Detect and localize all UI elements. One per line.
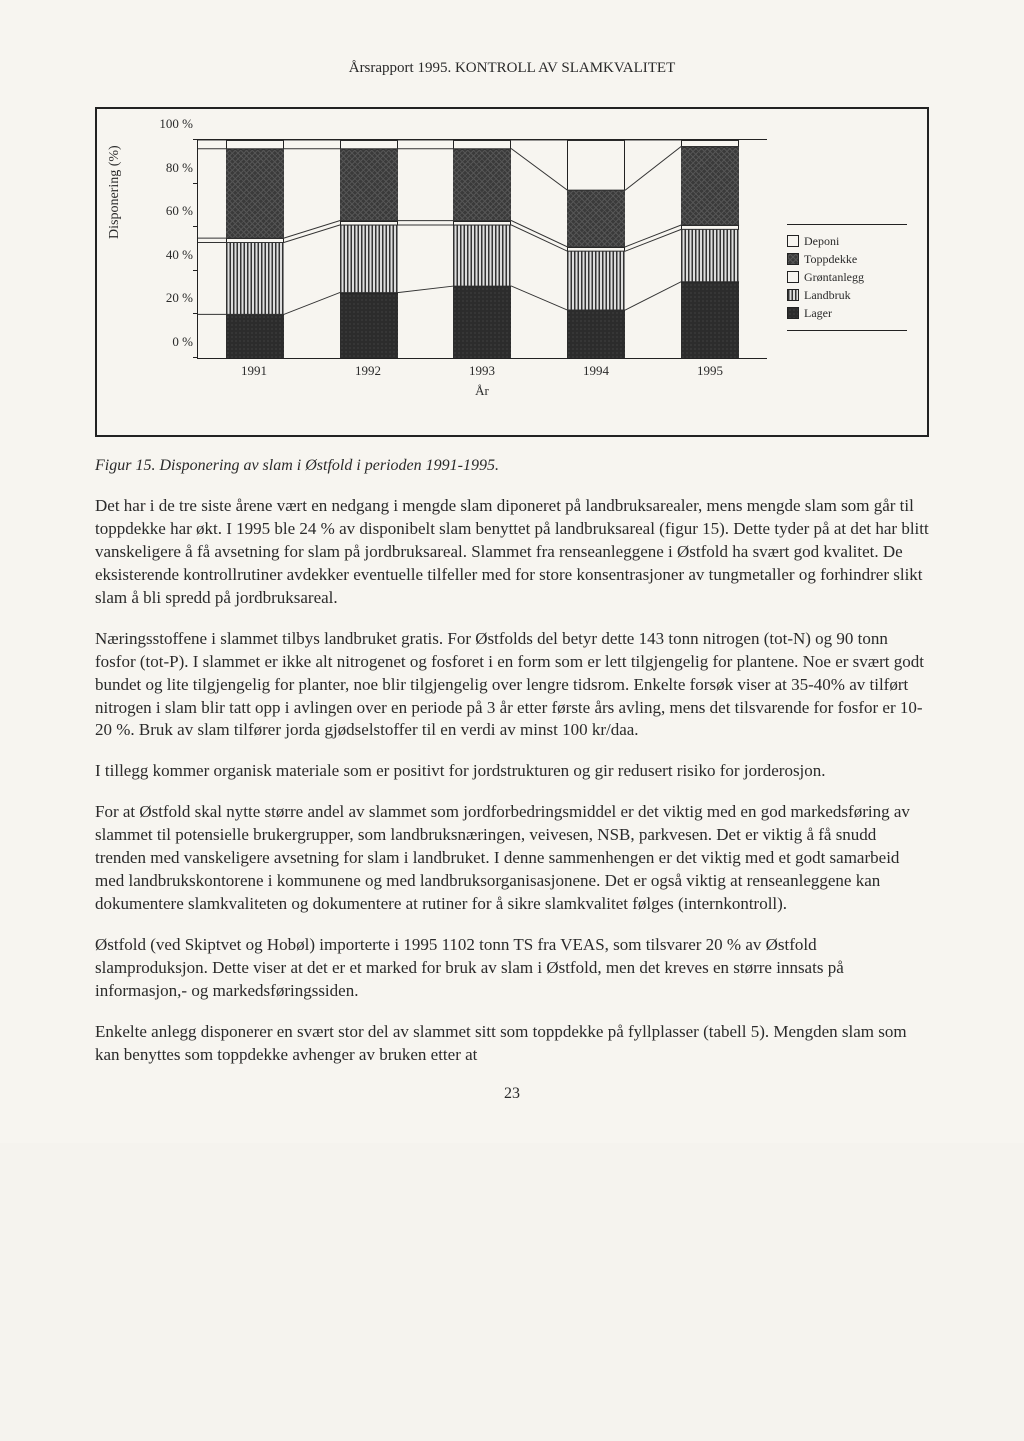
y-tick-mark xyxy=(193,313,198,314)
y-tick-label: 80 % xyxy=(148,160,193,176)
body-text: Det har i de tre siste årene vært en ned… xyxy=(95,495,929,1067)
legend-item-grøntanlegg: Grøntanlegg xyxy=(787,270,907,285)
y-tick-mark xyxy=(193,139,198,140)
bar-seg-toppdekke xyxy=(567,190,625,247)
legend-item-deponi: Deponi xyxy=(787,234,907,249)
legend-item-toppdekke: Toppdekke xyxy=(787,252,907,267)
bar-seg-deponi xyxy=(226,140,284,149)
legend-swatch-icon xyxy=(787,271,799,283)
x-axis-labels: 1991 1992 1993 1994 1995 xyxy=(197,363,767,379)
x-tick-label: 1995 xyxy=(697,363,723,379)
x-tick-label: 1993 xyxy=(469,363,495,379)
bar-seg-landbruk xyxy=(226,242,284,314)
legend-swatch-icon xyxy=(787,307,799,319)
bar-seg-toppdekke xyxy=(453,149,511,221)
legend-label: Grøntanlegg xyxy=(804,270,864,285)
legend-item-landbruk: Landbruk xyxy=(787,288,907,303)
legend-label: Toppdekke xyxy=(804,252,857,267)
bar-seg-deponi xyxy=(453,140,511,149)
y-tick-label: 60 % xyxy=(148,203,193,219)
chart-container: Disponering (%) 0 %20 %40 %60 %80 %100 %… xyxy=(95,107,929,437)
y-tick-mark xyxy=(193,183,198,184)
bar-seg-landbruk xyxy=(567,251,625,310)
bar-seg-toppdekke xyxy=(226,149,284,238)
chart-legend: Deponi Toppdekke Grøntanlegg Landbruk Lager xyxy=(787,224,907,331)
bar-seg-toppdekke xyxy=(340,149,398,221)
y-axis-label: Disponering (%) xyxy=(107,145,123,239)
bar-seg-landbruk xyxy=(340,225,398,293)
legend-swatch-icon xyxy=(787,289,799,301)
bar-seg-deponi xyxy=(340,140,398,149)
paragraph: For at Østfold skal nytte større andel a… xyxy=(95,801,929,916)
bar-seg-lager xyxy=(681,282,739,358)
page-number: 23 xyxy=(95,1085,929,1103)
legend-swatch-icon xyxy=(787,253,799,265)
bar-seg-landbruk xyxy=(681,229,739,281)
paragraph: Næringsstoffene i slammet tilbys landbru… xyxy=(95,628,929,743)
legend-label: Lager xyxy=(804,306,832,321)
bar-1994 xyxy=(567,140,625,358)
bar-seg-deponi xyxy=(567,140,625,190)
legend-label: Deponi xyxy=(804,234,839,249)
bar-1995 xyxy=(681,140,739,358)
y-tick-label: 20 % xyxy=(148,290,193,306)
legend-label: Landbruk xyxy=(804,288,851,303)
bar-1991 xyxy=(226,140,284,358)
bar-seg-toppdekke xyxy=(681,147,739,225)
document-page: Årsrapport 1995. KONTROLL AV SLAMKVALITE… xyxy=(0,0,1024,1143)
chart-plot-area: Disponering (%) 0 %20 %40 %60 %80 %100 %… xyxy=(127,139,777,399)
page-header: Årsrapport 1995. KONTROLL AV SLAMKVALITE… xyxy=(95,60,929,77)
y-tick-label: 0 % xyxy=(148,334,193,350)
x-tick-label: 1991 xyxy=(241,363,267,379)
x-tick-label: 1994 xyxy=(583,363,609,379)
legend-item-lager: Lager xyxy=(787,306,907,321)
y-tick-mark xyxy=(193,226,198,227)
figure-caption: Figur 15. Disponering av slam i Østfold … xyxy=(95,457,929,475)
plot-region: 0 %20 %40 %60 %80 %100 % xyxy=(197,139,767,359)
paragraph: I tillegg kommer organisk materiale som … xyxy=(95,760,929,783)
y-tick-mark xyxy=(193,270,198,271)
bar-1993 xyxy=(453,140,511,358)
bar-seg-lager xyxy=(226,314,284,358)
bar-seg-landbruk xyxy=(453,225,511,286)
paragraph: Det har i de tre siste årene vært en ned… xyxy=(95,495,929,610)
y-tick-label: 100 % xyxy=(148,116,193,132)
bar-group xyxy=(198,140,767,358)
bar-seg-lager xyxy=(567,310,625,358)
y-tick-label: 40 % xyxy=(148,247,193,263)
x-axis-title: År xyxy=(197,383,767,399)
paragraph: Østfold (ved Skiptvet og Hobøl) importer… xyxy=(95,934,929,1003)
x-tick-label: 1992 xyxy=(355,363,381,379)
bar-1992 xyxy=(340,140,398,358)
paragraph: Enkelte anlegg disponerer en svært stor … xyxy=(95,1021,929,1067)
y-tick-mark xyxy=(193,357,198,358)
bar-seg-lager xyxy=(453,286,511,358)
legend-swatch-icon xyxy=(787,235,799,247)
bar-seg-lager xyxy=(340,293,398,358)
